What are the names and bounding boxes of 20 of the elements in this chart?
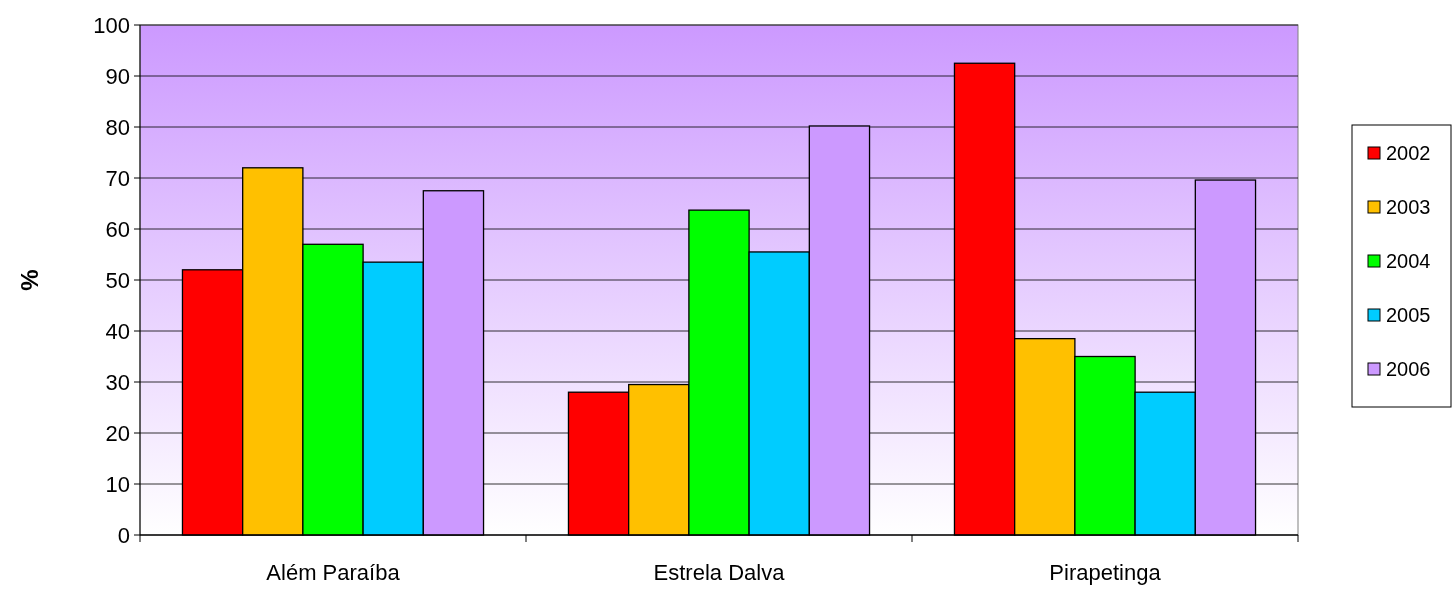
legend-label: 2003 <box>1386 196 1431 218</box>
x-tick-label: Pirapetinga <box>1049 560 1162 585</box>
legend-label: 2005 <box>1386 304 1431 326</box>
y-tick-label: 60 <box>105 216 130 242</box>
y-tick-label: 0 <box>117 522 130 548</box>
x-tick-label: Além Paraíba <box>266 560 401 585</box>
legend-label: 2002 <box>1386 142 1431 164</box>
x-tick-label: Estrela Dalva <box>653 560 786 585</box>
y-tick-label: 20 <box>105 420 130 446</box>
y-axis-title: % <box>16 269 43 291</box>
y-tick-label: 10 <box>105 471 130 497</box>
y-tick-label: 40 <box>105 318 130 344</box>
legend-label: 2006 <box>1386 358 1431 380</box>
y-tick-label: 50 <box>105 267 130 293</box>
y-tick-label: 30 <box>105 369 130 395</box>
y-tick-label: 100 <box>93 12 130 38</box>
legend-label: 2004 <box>1386 250 1431 272</box>
y-tick-label: 70 <box>105 165 130 191</box>
y-tick-label: 80 <box>105 114 130 140</box>
y-tick-label: 90 <box>105 63 130 89</box>
